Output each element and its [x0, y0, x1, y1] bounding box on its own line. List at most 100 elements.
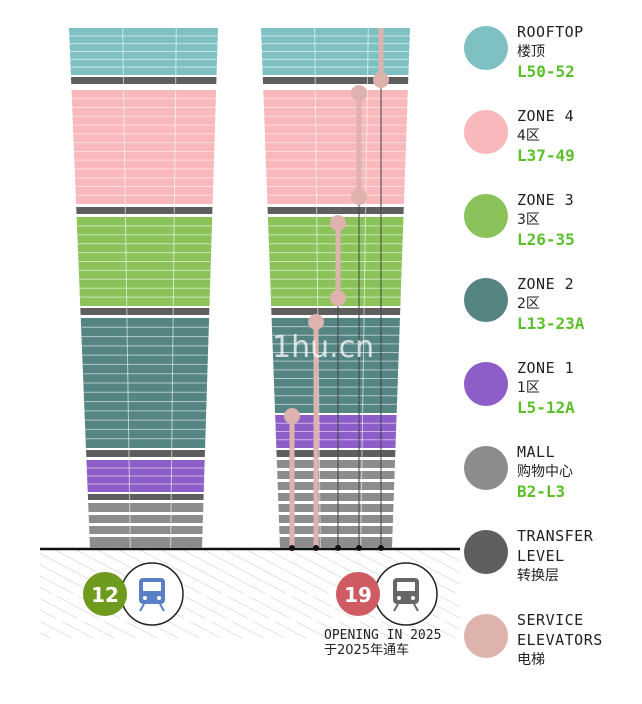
- watermark: 1hu.cn: [272, 330, 375, 365]
- tower-left: [69, 27, 218, 549]
- train-icon: [393, 578, 419, 612]
- transfer-level-band: [267, 207, 404, 214]
- train-light: [397, 596, 401, 600]
- elevator-base: [378, 545, 384, 551]
- legend-text: ZONE 1 1区 L5-12A: [517, 358, 575, 418]
- elevator-base: [335, 545, 341, 551]
- line-12-badge: [83, 572, 127, 616]
- legend-label: ZONE 3: [517, 191, 575, 209]
- transfer-level-band: [87, 494, 204, 500]
- legend-item: ZONE 2 2区 L13-23A: [464, 274, 642, 358]
- transfer-level-band: [276, 450, 396, 457]
- legend-item: ZONE 3 3区 L26-35: [464, 190, 642, 274]
- legend-swatch: [464, 110, 508, 154]
- mall-band: [276, 460, 396, 468]
- legend-text: ZONE 3 3区 L26-35: [517, 190, 575, 250]
- legend-levels: L37-49: [517, 146, 575, 165]
- legend-swatch: [464, 446, 508, 490]
- metro-station-19: 19: [336, 562, 438, 626]
- legend-swatch: [464, 362, 508, 406]
- metro-station-12: 12: [83, 562, 184, 626]
- legend: ROOFTOP 楼顶 L50-52 ZONE 4 4区 L37-49 ZONE 3 3区 L26…: [464, 22, 642, 694]
- legend-item: MALL 购物中心 B2-L3: [464, 442, 642, 526]
- transfer-level-band: [70, 77, 217, 84]
- legend-levels: B2-L3: [517, 482, 566, 501]
- legend-label-cn: 楼顶: [517, 44, 545, 60]
- legend-label-cn: 2区: [517, 296, 540, 312]
- elevator-stop: [373, 72, 389, 88]
- legend-swatch: [464, 530, 508, 574]
- transfer-level-band: [271, 308, 401, 315]
- train-window: [143, 582, 161, 591]
- train-window: [397, 582, 415, 591]
- legend-item: SERVICE ELEVATORS 电梯: [464, 610, 642, 694]
- transfer-level-band: [80, 308, 210, 315]
- legend-text: ROOFTOP 楼顶 L50-52: [517, 22, 584, 82]
- train-leg: [413, 603, 419, 612]
- legend-text: MALL 购物中心 B2-L3: [517, 442, 573, 502]
- legend-text: ZONE 4 4区 L37-49: [517, 106, 575, 166]
- legend-swatch: [464, 194, 508, 238]
- legend-label: LEVEL: [517, 547, 565, 565]
- structure-line: [360, 27, 369, 549]
- legend-levels: L13-23A: [517, 314, 585, 333]
- line-number: 12: [91, 583, 119, 607]
- legend-label: SERVICE: [517, 611, 584, 629]
- line-19-badge: [336, 572, 380, 616]
- legend-label: TRANSFER: [517, 527, 594, 545]
- mall-band: [277, 471, 395, 479]
- train-leg: [393, 603, 399, 612]
- train-icon: [139, 578, 165, 612]
- legend-label: MALL: [517, 443, 556, 461]
- transfer-level-band: [76, 207, 213, 214]
- legend-item: ZONE 1 1区 L5-12A: [464, 358, 642, 442]
- elevator-stop: [308, 314, 324, 330]
- legend-item: TRANSFER LEVEL 转换层: [464, 526, 642, 610]
- mall-band: [277, 493, 394, 501]
- legend-levels: L50-52: [517, 62, 575, 81]
- mall-band: [88, 503, 204, 512]
- mall-band: [88, 515, 204, 523]
- elevator-base: [313, 545, 319, 551]
- legend-label-cn: 电梯: [517, 652, 545, 668]
- structure-line: [314, 27, 321, 549]
- mall-band: [279, 526, 393, 534]
- line-number: 19: [344, 583, 372, 607]
- transfer-level-band: [86, 450, 206, 457]
- legend-label: ELEVATORS: [517, 631, 603, 649]
- elevator-base: [289, 545, 295, 551]
- mall-band: [89, 526, 203, 534]
- legend-item: ZONE 4 4区 L37-49: [464, 106, 642, 190]
- mall-band: [89, 537, 203, 548]
- train-light: [157, 596, 161, 600]
- legend-label-cn: 1区: [517, 380, 540, 396]
- mall-band: [277, 482, 395, 490]
- legend-label: ZONE 2: [517, 275, 575, 293]
- legend-label-cn: 3区: [517, 212, 540, 228]
- structure-line: [122, 27, 131, 549]
- elevator-base: [356, 545, 362, 551]
- elevator-stop: [351, 189, 367, 205]
- structure-line: [170, 27, 177, 549]
- legend-swatch: [464, 26, 508, 70]
- elevator-stop: [351, 85, 367, 101]
- legend-swatch: [464, 614, 508, 658]
- elevator-stop: [330, 290, 346, 306]
- mall-band: [278, 515, 394, 523]
- service-elevators: [284, 28, 389, 551]
- legend-levels: L5-12A: [517, 398, 575, 417]
- zone-4-band: [71, 90, 217, 204]
- legend-text: TRANSFER LEVEL 转换层: [517, 526, 593, 586]
- opening-note-en: OPENING IN 2025: [324, 628, 442, 643]
- legend-label-cn: 购物中心: [517, 464, 573, 480]
- elevator-stop: [284, 408, 300, 424]
- legend-levels: L26-35: [517, 230, 575, 249]
- mall-band: [278, 504, 394, 512]
- legend-text: SERVICE ELEVATORS 电梯: [517, 610, 603, 670]
- zone-4-band: [263, 90, 408, 204]
- legend-item: ROOFTOP 楼顶 L50-52: [464, 22, 642, 106]
- legend-swatch: [464, 278, 508, 322]
- legend-label: ZONE 1: [517, 359, 575, 377]
- zone-2-band: [271, 318, 400, 413]
- legend-label-cn: 转换层: [517, 568, 559, 584]
